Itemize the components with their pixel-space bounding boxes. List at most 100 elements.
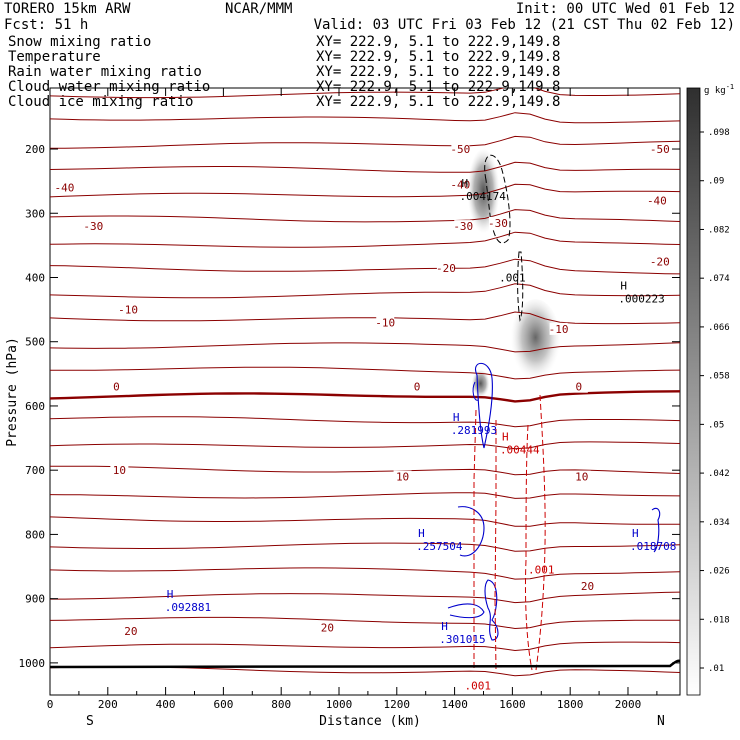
contour-value-label: .001 (464, 679, 491, 692)
colorbar-tick-label: .074 (708, 274, 730, 284)
label-mask (451, 143, 470, 156)
temperature-contour (50, 283, 680, 299)
rain-water-contour (494, 420, 497, 671)
cloud-water-contour (651, 507, 661, 553)
maximum-value-label: .257504 (416, 540, 463, 553)
temperature-contour-label: -10 (118, 304, 138, 317)
maximum-value-label: .000223 (618, 293, 664, 306)
y-tick-label: 400 (25, 271, 45, 284)
y-axis-label: Pressure (hPa) (5, 337, 20, 447)
temperature-contour-label: -50 (450, 143, 470, 156)
temperature-contour (50, 231, 680, 248)
label-mask (436, 261, 455, 274)
label-mask (408, 380, 427, 393)
label-mask (650, 143, 669, 156)
temperature-contour (50, 542, 680, 552)
colorbar-tick-label: .01 (708, 664, 724, 674)
label-mask (549, 322, 568, 335)
temperature-contour (50, 88, 680, 99)
snow-shading (510, 299, 561, 385)
init-time: Init: 00 UTC Wed 01 Feb 12 (516, 1, 735, 17)
rain-water-contour (535, 394, 546, 671)
north-endpoint-label: N (657, 714, 665, 729)
maximum-marker: H (453, 411, 460, 424)
maximum-value-label: .004174 (459, 190, 506, 203)
y-tick-label: 200 (25, 143, 45, 156)
label-mask (569, 380, 588, 393)
field-name: Cloud water mixing ratio (8, 79, 210, 95)
temperature-contour-label: -50 (650, 143, 670, 156)
temperature-contour-label: -20 (436, 262, 456, 275)
colorbar-tick-label: .098 (708, 128, 730, 138)
colorbar-tick-label: .026 (708, 567, 730, 577)
x-tick-label: 400 (156, 698, 176, 711)
label-mask (55, 181, 74, 194)
label-mask (121, 624, 140, 637)
maximum-value-label: .092881 (165, 601, 211, 614)
colorbar-tick-label: .034 (708, 518, 730, 528)
temperature-contour-label: 20 (321, 622, 334, 635)
label-mask (318, 621, 337, 634)
x-tick-label: 0 (47, 698, 54, 711)
label-mask (578, 579, 597, 592)
temperature-contour-label: -30 (453, 220, 473, 233)
field-xy: XY= 222.9, 5.1 to 222.9,149.8 (316, 34, 560, 50)
colorbar: .098 .09 .082 .074 .066 .058 .05 .042 .034 .026 .0… (686, 83, 734, 696)
label-mask (107, 380, 126, 393)
label-mask (647, 194, 666, 207)
contour-labels: -50 -50 -40 -40 -40 -30 -30 -30 -20 -20 -10 -10 -10 0… (55, 143, 676, 692)
x-tick-label: 1200 (384, 698, 411, 711)
plot-area: -50 -50 -40 -40 -40 -30 -30 -30 -20 -20 -10 -10 -10 0… (5, 87, 681, 729)
y-tick-label: 800 (25, 528, 45, 541)
x-tick-label: 1600 (499, 698, 526, 711)
label-mask (454, 220, 473, 233)
model-title: TORERO 15km ARW (4, 1, 131, 17)
temperature-contour (50, 209, 680, 223)
y-tick-label: 500 (25, 336, 45, 349)
maximum-marker: H (502, 430, 509, 443)
x-tick-label: 2000 (615, 698, 642, 711)
x-tick-label: 600 (213, 698, 233, 711)
temperature-contour (50, 441, 680, 450)
label-mask (84, 220, 103, 233)
colorbar-tick-label: .058 (708, 372, 730, 382)
maximum-marker: H (418, 527, 425, 540)
colorbar-tick-label: .066 (708, 323, 730, 333)
label-mask (119, 303, 138, 316)
contour-value-label: .001 (528, 564, 555, 577)
x-axis-label: Distance (km) (319, 714, 421, 729)
valid-time: Valid: 03 UTC Fri 03 Feb 12 (21 CST Thu … (314, 17, 735, 33)
cloud-water-contour (475, 362, 493, 449)
temperature-contour (50, 311, 680, 325)
temperature-contour (50, 390, 680, 403)
temperature-contour-label: 0 (576, 381, 583, 394)
temperature-contour (50, 366, 680, 380)
temperature-contour (50, 516, 680, 527)
colorbar-tick-label: .05 (708, 420, 724, 430)
temperature-contours (50, 88, 680, 677)
cloud-ice-contour (484, 154, 511, 244)
temperature-contour (50, 492, 680, 499)
temperature-contour-label: 10 (396, 471, 409, 484)
temperature-contour-label: 20 (124, 625, 137, 638)
temperature-contour-label: 20 (581, 580, 594, 593)
label-mask (451, 178, 470, 191)
ground-line (50, 659, 680, 669)
y-tick-label: 600 (25, 400, 45, 413)
label-mask (650, 255, 669, 268)
temperature-contour-label: -40 (647, 194, 667, 207)
maximum-value-label: .301015 (439, 633, 485, 646)
temperature-contour (50, 416, 680, 428)
colorbar-gradient (686, 87, 701, 696)
field-name: Rain water mixing ratio (8, 64, 202, 80)
cloud-water-contour (457, 506, 485, 557)
rain-water-contour (473, 409, 477, 670)
rain-water-contour (524, 424, 533, 671)
maximum-value-label: .018708 (630, 540, 676, 553)
temperature-contour-label: 0 (414, 381, 421, 394)
temperature-contour-label: -30 (83, 220, 103, 233)
maximum-marker: H (632, 527, 639, 540)
temperature-contour (50, 112, 680, 124)
